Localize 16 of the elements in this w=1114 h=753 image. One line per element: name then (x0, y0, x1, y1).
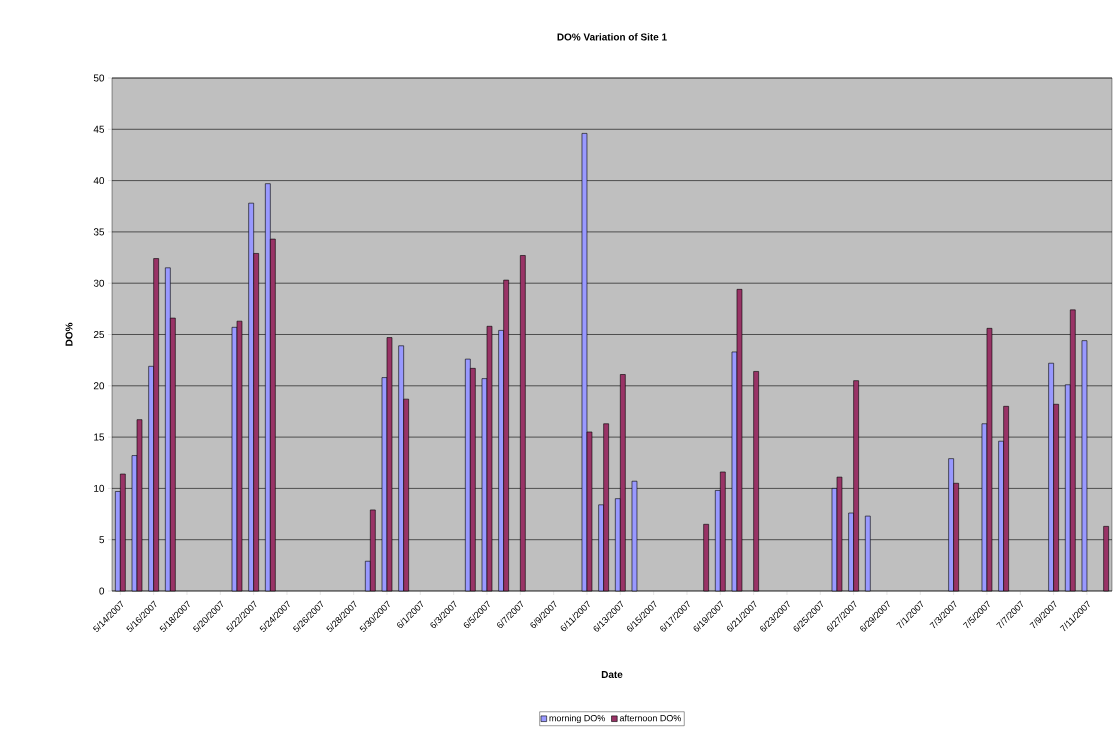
chart-title: DO% Variation of Site 1 (557, 33, 667, 41)
y-tick-label: 15 (94, 433, 105, 441)
y-tick-label: 30 (93, 279, 105, 287)
legend-label: afternoon DO% (619, 714, 681, 722)
y-tick-label: 35 (93, 228, 105, 236)
y-tick-label: 0 (99, 587, 105, 595)
x-axis-title: Date (601, 671, 623, 678)
y-tick-label: 20 (93, 382, 105, 390)
y-tick-label: 50 (93, 74, 105, 82)
legend-label: morning DO% (549, 714, 605, 724)
y-tick-label: 25 (93, 330, 105, 339)
y-tick-label: 40 (93, 177, 105, 185)
y-axis-title: DO% (65, 322, 73, 346)
y-tick-label: 45 (93, 125, 105, 133)
y-tick-label: 10 (94, 484, 105, 492)
y-tick-label: 5 (99, 536, 105, 544)
